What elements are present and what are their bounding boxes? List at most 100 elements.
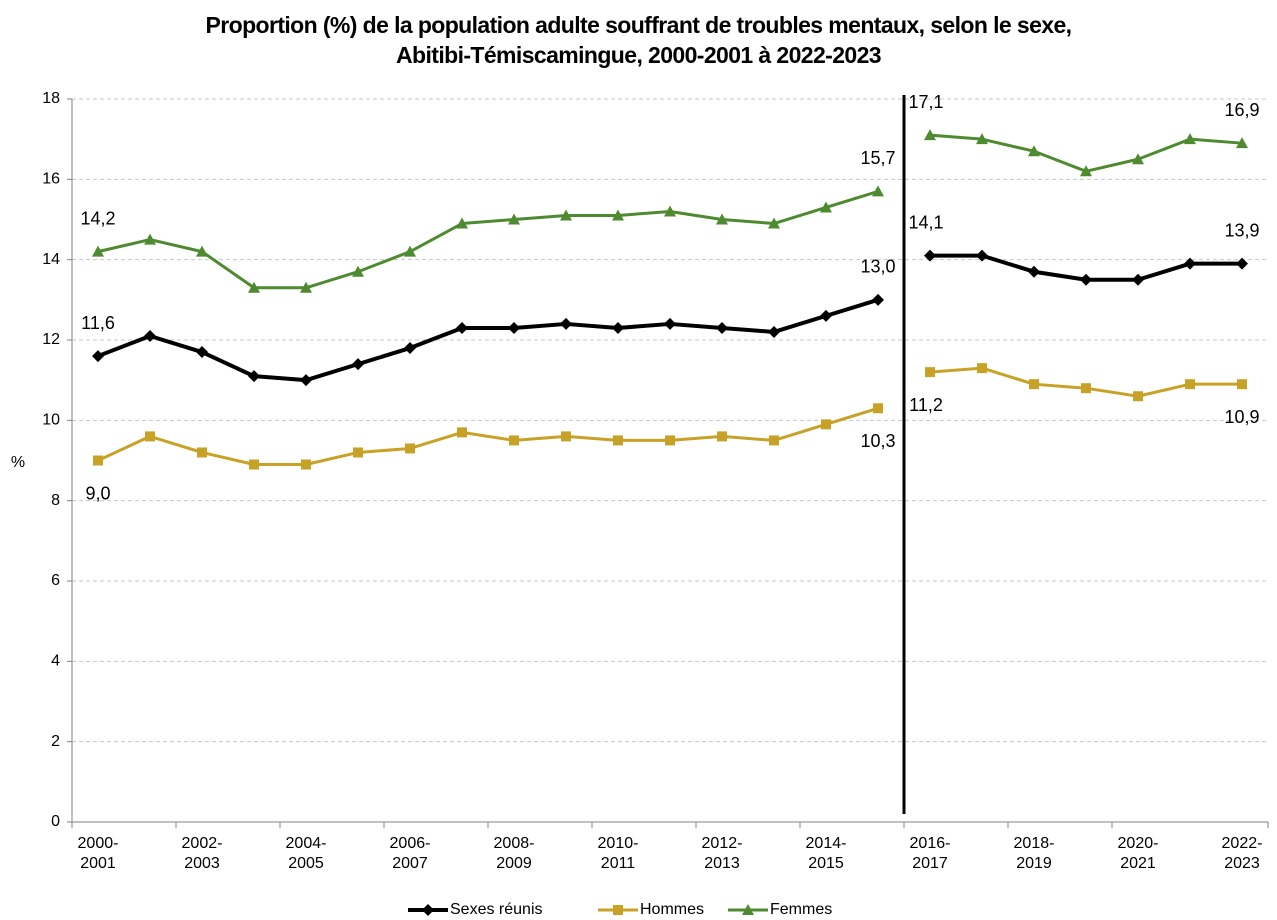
point	[249, 459, 259, 470]
point	[457, 427, 467, 438]
point	[405, 443, 415, 454]
x-tick-label: 2008- 2009	[493, 835, 535, 872]
point	[144, 233, 156, 245]
series-line	[97, 406, 879, 467]
point	[1029, 379, 1039, 390]
x-tick-label: 2018- 2019	[1013, 835, 1055, 872]
legend-marker	[742, 904, 754, 915]
point	[92, 350, 104, 363]
point	[248, 281, 260, 293]
data-label: 15,7	[860, 148, 895, 168]
point	[925, 367, 935, 378]
point	[1236, 257, 1248, 270]
point	[508, 213, 520, 225]
y-tick-label: 10	[42, 412, 60, 429]
point	[196, 346, 208, 359]
data-label: 13,0	[860, 257, 895, 277]
point	[977, 363, 987, 374]
point	[145, 431, 155, 442]
point	[872, 185, 884, 197]
point	[456, 321, 468, 334]
point	[456, 217, 468, 229]
point	[560, 209, 572, 221]
point	[301, 459, 311, 470]
point	[612, 321, 624, 334]
series-line	[97, 189, 879, 290]
point	[821, 419, 831, 430]
point	[717, 431, 727, 442]
point	[1132, 273, 1144, 286]
point	[613, 435, 623, 446]
point	[352, 265, 364, 277]
point	[353, 447, 363, 458]
point	[248, 370, 260, 383]
point	[1132, 153, 1144, 165]
point	[1080, 165, 1092, 177]
point	[1184, 133, 1196, 145]
data-label: 16,9	[1224, 100, 1259, 120]
point	[1236, 137, 1248, 149]
point	[300, 374, 312, 387]
point	[1028, 265, 1040, 278]
y-tick-label: 4	[51, 653, 60, 670]
legend-label: Hommes	[640, 901, 704, 918]
x-tick-label: 2000- 2001	[77, 835, 119, 872]
point	[873, 403, 883, 414]
point	[1081, 383, 1091, 394]
chart-title: Proportion (%) de la population adulte s…	[205, 12, 1072, 68]
point	[665, 435, 675, 446]
point	[716, 321, 728, 334]
point	[716, 213, 728, 225]
point	[769, 435, 779, 446]
data-label: 13,9	[1224, 220, 1259, 240]
point	[664, 317, 676, 330]
y-tick-label: 14	[42, 251, 60, 268]
point	[924, 249, 936, 262]
y-axis-label: %	[11, 454, 25, 471]
data-label: 10,3	[860, 431, 895, 451]
legend-marker	[422, 904, 434, 916]
y-tick-label: 16	[42, 171, 60, 188]
point	[976, 133, 988, 145]
point	[92, 245, 104, 257]
y-tick-label: 0	[51, 813, 60, 830]
point	[1237, 379, 1247, 390]
x-tick-label: 2020- 2021	[1117, 835, 1159, 872]
point	[820, 309, 832, 322]
point	[404, 342, 416, 355]
point	[872, 293, 884, 306]
point	[768, 325, 780, 338]
point	[196, 245, 208, 257]
data-label: 10,9	[1224, 407, 1259, 427]
y-tick-label: 12	[42, 331, 60, 348]
point	[300, 281, 312, 293]
point	[144, 329, 156, 342]
legend-marker	[613, 905, 623, 915]
point	[924, 129, 936, 141]
point	[664, 205, 676, 217]
point	[508, 321, 520, 334]
series-line	[97, 297, 879, 383]
point	[352, 358, 364, 371]
x-tick-label: 2014- 2015	[805, 835, 847, 872]
point	[1133, 391, 1143, 402]
y-tick-label: 6	[51, 572, 60, 589]
y-tick-label: 2	[51, 733, 60, 750]
point	[768, 217, 780, 229]
data-label: 14,1	[908, 212, 943, 232]
point	[612, 209, 624, 221]
legend-label: Femmes	[770, 901, 832, 918]
data-label: 11,6	[81, 313, 115, 333]
point	[1028, 145, 1040, 157]
x-tick-label: 2012- 2013	[701, 835, 743, 872]
point	[1185, 379, 1195, 390]
x-tick-label: 2002- 2003	[181, 835, 223, 872]
legend-label: Sexes réunis	[450, 901, 543, 918]
point	[820, 201, 832, 213]
point	[561, 431, 571, 442]
point	[197, 447, 207, 458]
data-label: 17,1	[908, 92, 943, 112]
point	[976, 249, 988, 262]
